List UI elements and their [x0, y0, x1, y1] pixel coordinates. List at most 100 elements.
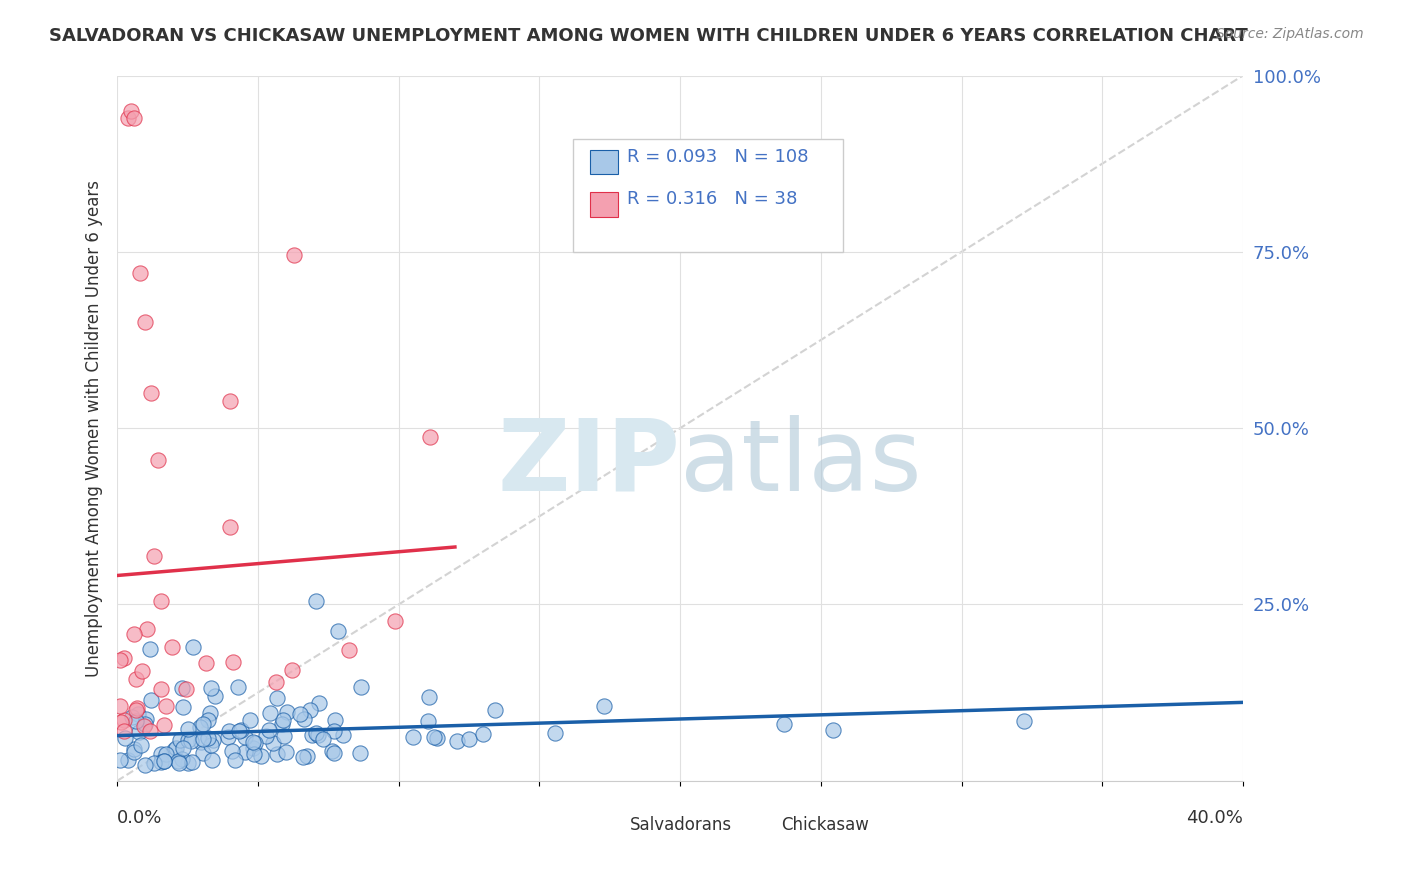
- Point: [229, 723, 252, 737]
- Point: [108, 753, 131, 767]
- Point: [134, 315, 156, 329]
- Point: [219, 394, 242, 409]
- Point: [312, 732, 335, 747]
- Point: [271, 713, 294, 727]
- Point: [125, 714, 148, 729]
- Point: [249, 748, 271, 763]
- Point: [180, 756, 202, 770]
- Y-axis label: Unemployment Among Women with Children Under 6 years: Unemployment Among Women with Children U…: [86, 179, 103, 677]
- Point: [544, 726, 567, 740]
- Point: [337, 642, 360, 657]
- Point: [422, 730, 444, 744]
- Point: [322, 723, 344, 738]
- Point: [218, 723, 240, 738]
- Point: [117, 111, 139, 125]
- Point: [233, 731, 256, 745]
- Point: [295, 748, 318, 763]
- Point: [262, 736, 284, 750]
- Point: [281, 664, 304, 678]
- Point: [1014, 714, 1036, 728]
- Point: [149, 594, 172, 608]
- Point: [484, 702, 506, 716]
- Text: R = 0.316   N = 38: R = 0.316 N = 38: [627, 190, 797, 208]
- Point: [170, 681, 193, 695]
- FancyBboxPatch shape: [574, 139, 844, 252]
- Point: [131, 664, 153, 678]
- Point: [200, 738, 222, 752]
- Point: [222, 655, 245, 669]
- Point: [349, 747, 371, 761]
- Point: [122, 745, 145, 759]
- Point: [202, 732, 225, 747]
- Point: [350, 681, 373, 695]
- Point: [283, 248, 305, 262]
- Point: [221, 744, 243, 758]
- Point: [426, 731, 449, 745]
- Point: [167, 755, 190, 769]
- Point: [321, 744, 343, 758]
- Point: [274, 746, 297, 760]
- Point: [172, 700, 194, 714]
- Point: [384, 614, 406, 628]
- Point: [117, 753, 139, 767]
- Point: [593, 698, 616, 713]
- Point: [228, 723, 250, 738]
- Point: [242, 741, 264, 756]
- Point: [150, 681, 173, 696]
- Point: [191, 746, 214, 760]
- Point: [190, 720, 212, 734]
- FancyBboxPatch shape: [591, 192, 619, 217]
- Point: [201, 752, 224, 766]
- Point: [773, 717, 796, 731]
- Point: [288, 707, 311, 722]
- Point: [149, 747, 172, 761]
- Point: [291, 749, 314, 764]
- Point: [204, 689, 226, 703]
- Point: [242, 735, 264, 749]
- Text: Chickasaw: Chickasaw: [782, 815, 869, 833]
- Text: 40.0%: 40.0%: [1187, 809, 1243, 827]
- Point: [114, 731, 136, 745]
- Text: SALVADORAN VS CHICKASAW UNEMPLOYMENT AMONG WOMEN WITH CHILDREN UNDER 6 YEARS COR: SALVADORAN VS CHICKASAW UNEMPLOYMENT AMO…: [49, 27, 1249, 45]
- Point: [143, 549, 166, 564]
- Point: [139, 385, 162, 400]
- Point: [239, 713, 262, 727]
- Point: [323, 746, 346, 760]
- Point: [149, 756, 172, 770]
- Point: [257, 723, 280, 737]
- Point: [108, 653, 131, 667]
- Point: [125, 703, 148, 717]
- Point: [139, 724, 162, 739]
- FancyBboxPatch shape: [596, 813, 624, 834]
- FancyBboxPatch shape: [748, 813, 776, 834]
- Point: [134, 758, 156, 772]
- Point: [180, 734, 202, 748]
- Point: [326, 624, 349, 638]
- Point: [112, 724, 135, 739]
- Point: [153, 754, 176, 768]
- Point: [135, 712, 157, 726]
- Point: [305, 726, 328, 740]
- Point: [160, 640, 183, 654]
- Point: [446, 734, 468, 748]
- Text: atlas: atlas: [681, 415, 922, 512]
- Point: [148, 453, 170, 467]
- Point: [141, 692, 163, 706]
- Point: [153, 718, 176, 732]
- Point: [134, 717, 156, 731]
- Point: [271, 717, 294, 731]
- Text: 0.0%: 0.0%: [117, 809, 163, 827]
- Point: [419, 429, 441, 443]
- Point: [194, 656, 217, 670]
- Point: [129, 738, 152, 752]
- Point: [122, 742, 145, 756]
- Point: [163, 743, 186, 757]
- Point: [292, 712, 315, 726]
- Point: [307, 728, 329, 742]
- Point: [200, 681, 222, 696]
- Text: Salvadorans: Salvadorans: [630, 815, 731, 833]
- Point: [122, 627, 145, 641]
- Point: [125, 672, 148, 686]
- Point: [418, 714, 440, 728]
- Point: [177, 723, 200, 737]
